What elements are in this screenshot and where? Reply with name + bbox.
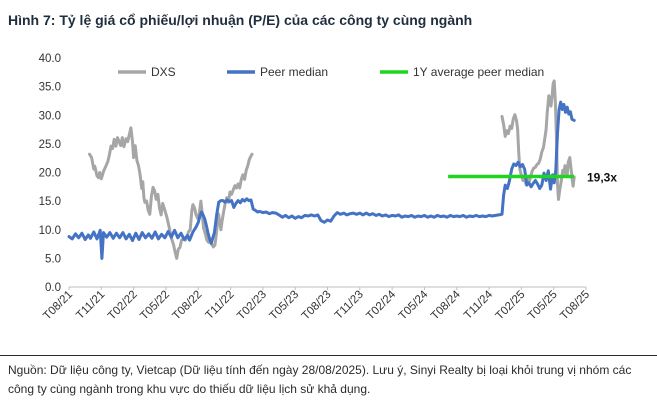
x-tick-label: T05/24 <box>397 288 431 322</box>
x-tick-label: T05/25 <box>526 289 560 323</box>
y-tick-label: 0.0 <box>45 282 61 294</box>
y-tick-label: 25.0 <box>39 139 61 151</box>
series-line-dxs-segment-2 <box>500 79 576 201</box>
source-divider <box>0 355 657 356</box>
x-tick-label: T05/23 <box>268 289 302 323</box>
series-layer <box>67 79 576 260</box>
x-tick-label: T08/25 <box>558 289 592 323</box>
x-tick-label: T08/23 <box>300 289 334 323</box>
y-tick-label: 40.0 <box>39 53 61 65</box>
x-tick-label: T11/23 <box>333 289 366 322</box>
x-tick-label: T02/23 <box>235 289 269 323</box>
x-tick-label: T02/22 <box>106 289 140 323</box>
avg-value-label: 19,3x <box>587 171 617 185</box>
figure-title: Hình 7: Tỷ lệ giá cổ phiếu/lợi nhuận (P/… <box>8 12 473 28</box>
source-note: Nguồn: Dữ liệu công ty, Vietcap (Dữ liệu… <box>8 363 632 396</box>
x-tick-label: T11/22 <box>203 289 236 322</box>
y-tick-label: 30.0 <box>39 110 61 122</box>
legend-label-peer-median: Peer median <box>260 65 328 79</box>
x-tick-label: T02/25 <box>494 289 528 323</box>
y-tick-label: 5.0 <box>45 253 61 265</box>
x-tick-label: T08/24 <box>429 288 463 322</box>
series-line-peer-median <box>67 100 576 260</box>
x-tick-label: T11/21 <box>74 289 107 322</box>
x-tick-label: T11/24 <box>462 288 496 322</box>
y-axis: 0.0 5.0 10.0 15.0 20.0 25.0 30.0 35.0 40.0 <box>39 53 61 294</box>
x-tick-label: T05/22 <box>138 289 172 323</box>
legend-label-dxs: DXS <box>151 65 176 79</box>
y-tick-label: 20.0 <box>39 168 61 180</box>
y-tick-label: 15.0 <box>39 196 61 208</box>
legend: DXS Peer median 1Y average peer median <box>118 65 544 79</box>
pe-line-chart: 0.0 5.0 10.0 15.0 20.0 25.0 30.0 35.0 40.0 T08/2… <box>39 53 618 323</box>
legend-label-1y-average: 1Y average peer median <box>413 65 544 79</box>
y-tick-label: 10.0 <box>39 225 61 237</box>
y-tick-label: 35.0 <box>39 82 61 94</box>
x-tick-label: T08/22 <box>171 289 205 323</box>
x-tick-label: T02/24 <box>364 288 398 322</box>
